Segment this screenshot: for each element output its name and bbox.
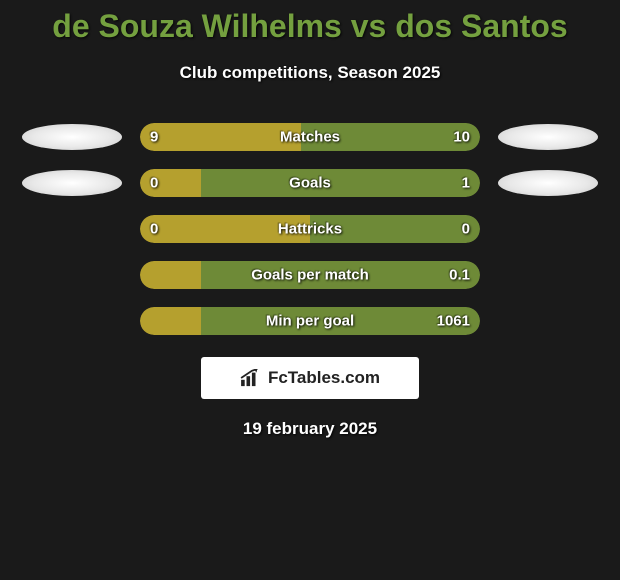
stat-row: Matches910 [0, 123, 620, 151]
stat-bar: Goals per match0.1 [140, 261, 480, 289]
bar-fill-left [140, 307, 201, 335]
player-avatar-right [498, 170, 598, 196]
player-avatar-left [22, 170, 122, 196]
date-label: 19 february 2025 [0, 419, 620, 439]
bar-fill-right [201, 261, 480, 289]
stats-rows: Matches910 Goals01 Hattricks00 Goals per ma… [0, 123, 620, 335]
stat-bar: Hattricks00 [140, 215, 480, 243]
page-subtitle: Club competitions, Season 2025 [0, 63, 620, 83]
stat-row: Min per goal1061 [0, 307, 620, 335]
player-avatar-left [22, 124, 122, 150]
attribution-text: FcTables.com [268, 368, 380, 388]
stat-row: Goals01 [0, 169, 620, 197]
stat-bar: Min per goal1061 [140, 307, 480, 335]
bar-fill-right [310, 215, 480, 243]
attribution-badge: FcTables.com [201, 357, 419, 399]
bar-fill-right [201, 169, 480, 197]
bar-fill-left [140, 215, 310, 243]
bar-fill-left [140, 123, 301, 151]
bar-fill-right [201, 307, 480, 335]
stat-row: Hattricks00 [0, 215, 620, 243]
page-title: de Souza Wilhelms vs dos Santos [0, 8, 620, 45]
bar-fill-left [140, 261, 201, 289]
bar-fill-left [140, 169, 201, 197]
comparison-container: de Souza Wilhelms vs dos Santos Club com… [0, 0, 620, 439]
chart-icon [240, 369, 262, 387]
player-avatar-right [498, 124, 598, 150]
stat-row: Goals per match0.1 [0, 261, 620, 289]
bar-fill-right [301, 123, 480, 151]
stat-bar: Goals01 [140, 169, 480, 197]
stat-bar: Matches910 [140, 123, 480, 151]
